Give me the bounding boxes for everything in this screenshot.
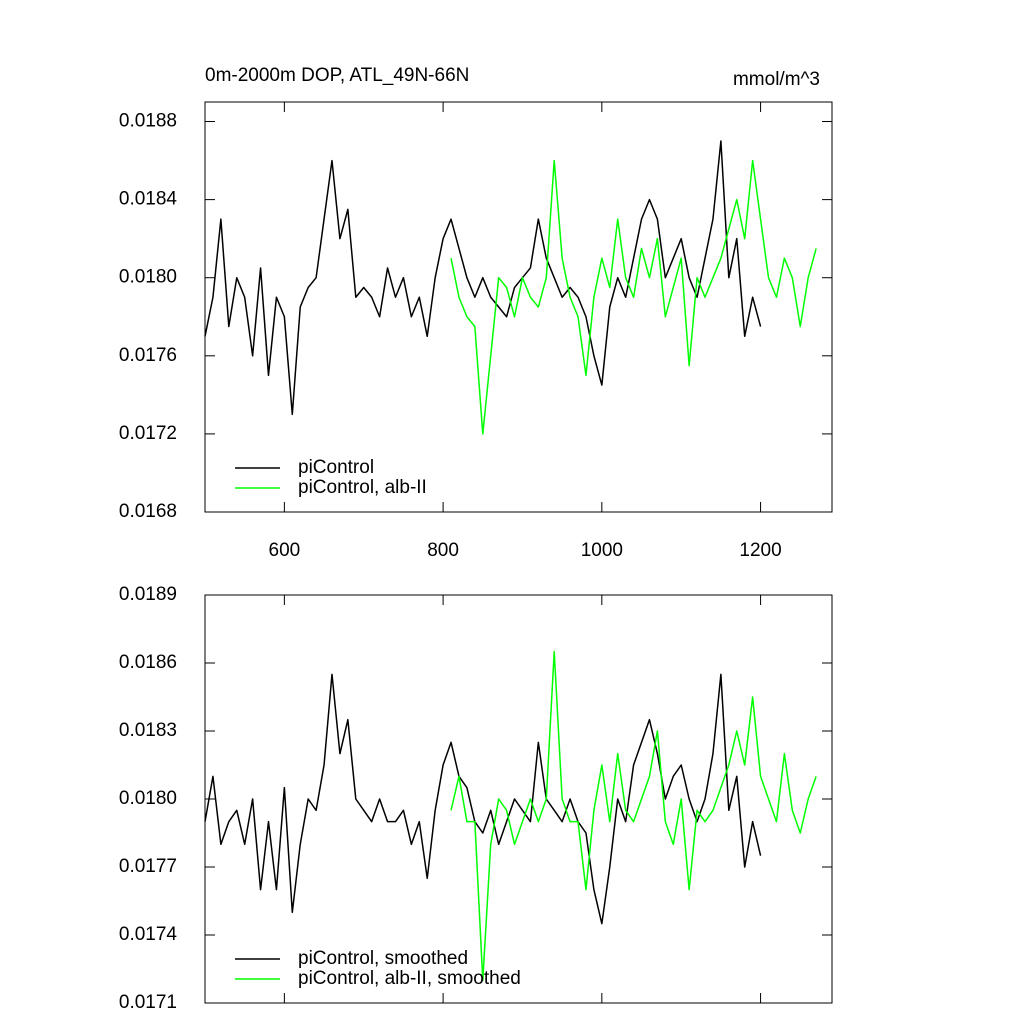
x-tick-label: 800 (427, 540, 459, 561)
y-tick-label: 0.0184 (119, 189, 178, 210)
chart-title: 0m-2000m DOP, ATL_49N-66N (205, 65, 469, 86)
y-tick-label: 0.0180 (119, 267, 177, 288)
y-tick-label: 0.0177 (119, 856, 177, 877)
x-tick-label: 600 (269, 540, 301, 561)
y-tick-label: 0.0189 (119, 584, 177, 605)
legend-label: piControl (298, 457, 374, 478)
x-tick-label: 1200 (739, 540, 781, 561)
y-tick-label: 0.0188 (119, 111, 177, 132)
y-tick-label: 0.0180 (119, 788, 177, 809)
data-line (450, 650, 817, 982)
y-tick-label: 0.0172 (119, 423, 177, 444)
y-tick-label: 0.0176 (119, 345, 177, 366)
plot-frame (204, 101, 833, 513)
legend-label: piControl, smoothed (298, 948, 468, 969)
y-tick-label: 0.0174 (119, 924, 178, 945)
y-tick-label: 0.0168 (119, 501, 177, 522)
data-line (204, 140, 762, 416)
legend-label: piControl, alb-II (298, 477, 427, 498)
x-tick-label: 1000 (581, 540, 623, 561)
y-tick-label: 0.0186 (119, 652, 177, 673)
data-line (450, 159, 817, 435)
units-label: mmol/m^3 (733, 69, 820, 90)
y-tick-label: 0.0183 (119, 720, 177, 741)
legend-label: piControl, alb-II, smoothed (298, 968, 521, 989)
data-line (204, 673, 762, 925)
plot-frame (204, 594, 833, 1004)
y-tick-label: 0.0171 (119, 992, 177, 1013)
